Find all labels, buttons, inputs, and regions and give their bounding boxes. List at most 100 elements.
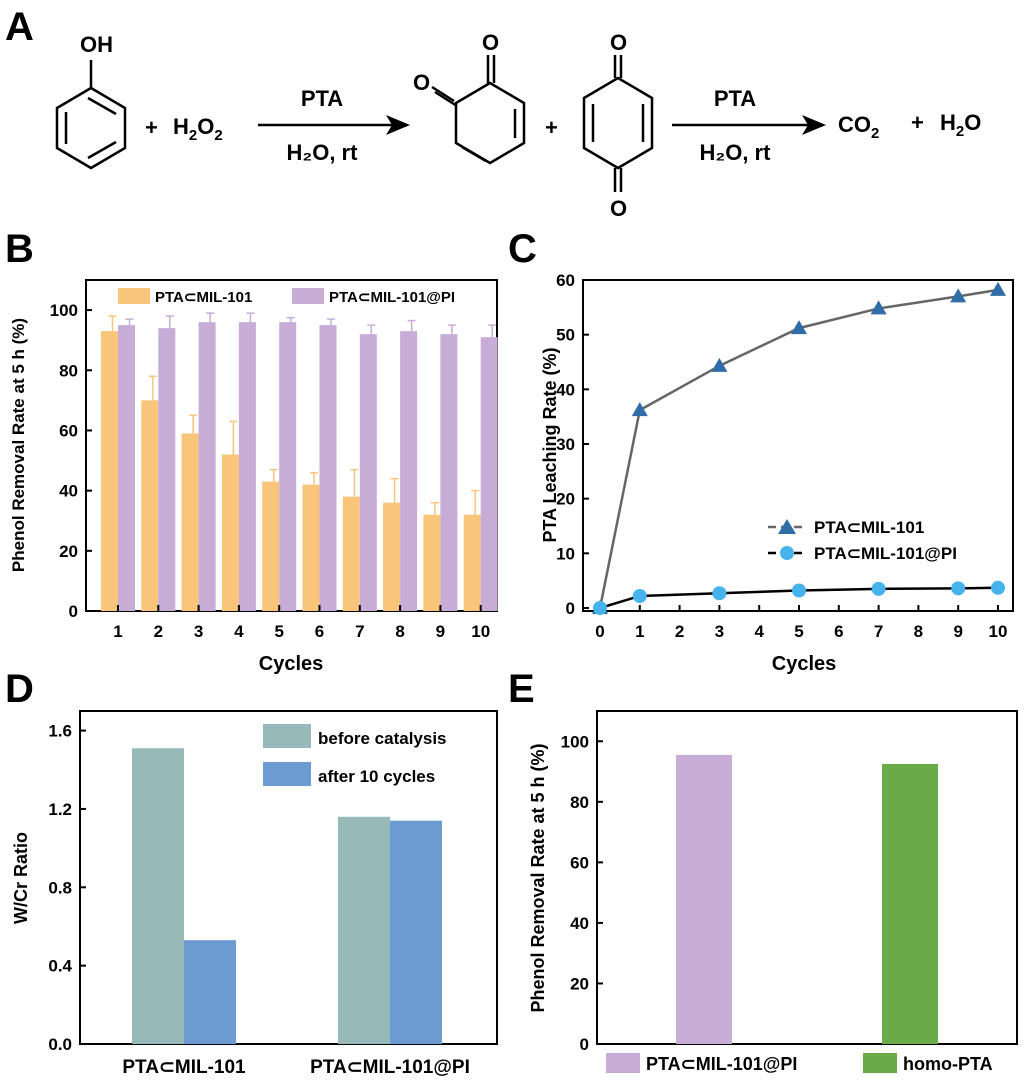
bar-after-10-cycles — [184, 940, 236, 1044]
panel-d-bars — [132, 748, 442, 1044]
bar-ptamil101 — [101, 331, 118, 611]
panel-label-a: A — [5, 5, 34, 49]
plus-sign-3: + — [911, 110, 924, 135]
y-tick-label: 20 — [570, 974, 589, 993]
panel-d-y-axis: 0.0 0.4 0.8 1.2 1.6 — [48, 722, 86, 1054]
legend-e-label-2: homo-PTA — [903, 1054, 993, 1074]
x-tick-label: 1 — [113, 622, 122, 641]
y-tick-label: 1.6 — [48, 722, 72, 741]
y-tick-label: 60 — [556, 271, 575, 290]
bar-homo-pta — [882, 763, 938, 1044]
reaction-arrow-1 — [258, 115, 410, 135]
panel-d-chart: 0.0 0.4 0.8 1.2 1.6 PTA⊂MIL-101 PTA⊂MIL-101@P… — [11, 710, 498, 1078]
x-tick-label: 8 — [395, 622, 404, 641]
h2o2-formula: H2O2 — [173, 114, 223, 144]
bar-ptamil101 — [463, 514, 481, 611]
y-tick-label: 40 — [570, 914, 589, 933]
y-tick-label: 0 — [69, 602, 78, 621]
bar-ptamil101pi — [400, 331, 418, 611]
y-tick-label: 80 — [59, 361, 78, 380]
x-tick-label: 9 — [953, 622, 962, 641]
x-tick-label: 6 — [315, 622, 324, 641]
bar-ptamil101pi — [359, 334, 377, 611]
x-tick-label: 5 — [274, 622, 283, 641]
y-tick-label: 0.0 — [48, 1035, 72, 1054]
bar-before-catalysis — [338, 816, 390, 1044]
circle-marker — [593, 601, 607, 615]
legend-swatch-before — [263, 724, 311, 748]
bar-ptamil101pi — [319, 325, 337, 611]
x-tick-label: 9 — [436, 622, 445, 641]
panel-label-b: B — [5, 227, 34, 271]
panel-b-bars — [101, 312, 498, 611]
bar-ptamil101pi — [279, 322, 297, 611]
bar-ptamil101pi — [676, 754, 732, 1044]
circle-marker — [951, 581, 966, 596]
bar-before-catalysis — [132, 748, 184, 1044]
x-tick-label: 5 — [794, 622, 803, 641]
para-quinone-structure — [582, 55, 654, 192]
x-tick-label: 7 — [355, 622, 364, 641]
x-tick-label: 3 — [715, 622, 724, 641]
y-tick-label: 60 — [59, 421, 78, 440]
panel-c-chart: 0 10 20 30 40 50 60 0 1 2 3 4 5 6 7 8 9 10 Cycles PTA Le… — [540, 271, 1014, 675]
panel-c-x-label: Cycles — [772, 653, 837, 675]
arrow-1-top-label: PTA — [301, 86, 343, 111]
x-tick-label: 2 — [675, 622, 684, 641]
arrow-1-bottom-label: H₂O, rt — [287, 140, 359, 165]
panel-e-bars — [676, 754, 938, 1044]
plus-sign-1: + — [145, 115, 158, 140]
bar-ptamil101pi — [158, 328, 176, 611]
panel-b-chart: 0 20 40 60 80 100 1 2 3 4 5 6 7 8 9 10 Cycles Phenol R… — [9, 279, 498, 675]
y-tick-label: 1.2 — [48, 800, 72, 819]
circle-marker — [632, 588, 647, 603]
phenol-structure — [55, 60, 127, 170]
x-tick-label: 0 — [595, 622, 604, 641]
bar-ptamil101 — [302, 484, 320, 611]
x-tick-label: 8 — [914, 622, 923, 641]
legend-d-label-2: after 10 cycles — [318, 767, 435, 786]
bar-ptamil101pi — [480, 337, 498, 611]
y-tick-label: 0.4 — [48, 957, 72, 976]
bar-ptamil101 — [383, 502, 401, 611]
x-tick-label: 2 — [154, 622, 163, 641]
para-quinone-o1: O — [610, 30, 627, 55]
panel-d-y-label: W/Cr Ratio — [11, 832, 31, 924]
legend-circle-marker — [780, 546, 794, 560]
x-tick-label: 10 — [989, 622, 1008, 641]
x-tick-label: 4 — [754, 622, 764, 641]
y-tick-label: 60 — [570, 853, 589, 872]
h2o-formula: H2O — [940, 110, 981, 140]
panel-b-y-axis: 0 20 40 60 80 100 — [50, 301, 92, 621]
panel-b-y-label: Phenol Removal Rate at 5 h (%) — [9, 318, 28, 572]
y-tick-label: 10 — [556, 544, 575, 563]
x-tick-label: 6 — [834, 622, 843, 641]
x-tick-label: PTA⊂MIL-101 — [122, 1057, 246, 1078]
legend-swatch-after — [263, 762, 311, 786]
ortho-quinone-o1: O — [482, 30, 499, 55]
bar-ptamil101 — [423, 514, 441, 611]
triangle-marker — [711, 357, 728, 372]
legend-label-series-1: PTA⊂MIL-101 — [155, 289, 252, 306]
y-tick-label: 20 — [59, 542, 78, 561]
plus-sign-2: + — [545, 115, 558, 140]
legend-swatch-orange — [118, 288, 150, 304]
bar-ptamil101 — [221, 454, 239, 611]
panel-b-x-label: Cycles — [259, 653, 324, 675]
panel-e-legend: PTA⊂MIL-101@PI homo-PTA — [606, 1053, 993, 1074]
bar-ptamil101pi — [198, 322, 216, 611]
legend-swatch-e-2 — [863, 1053, 897, 1073]
legend-swatch-e-1 — [606, 1053, 640, 1073]
triangle-marker — [791, 320, 807, 335]
phenol-oh-label: OH — [80, 32, 113, 57]
legend-c-label-1: PTA⊂MIL-101 — [814, 518, 924, 537]
bar-ptamil101 — [181, 433, 199, 611]
x-tick-label: 4 — [234, 622, 244, 641]
panel-e-y-label: Phenol Removal Rate at 5 h (%) — [528, 743, 548, 1012]
bar-ptamil101 — [262, 481, 280, 611]
y-tick-label: 20 — [556, 490, 575, 509]
y-tick-label: 0.8 — [48, 878, 72, 897]
ortho-quinone-structure — [431, 55, 526, 165]
circle-marker — [792, 583, 806, 598]
y-tick-label: 40 — [59, 482, 78, 501]
